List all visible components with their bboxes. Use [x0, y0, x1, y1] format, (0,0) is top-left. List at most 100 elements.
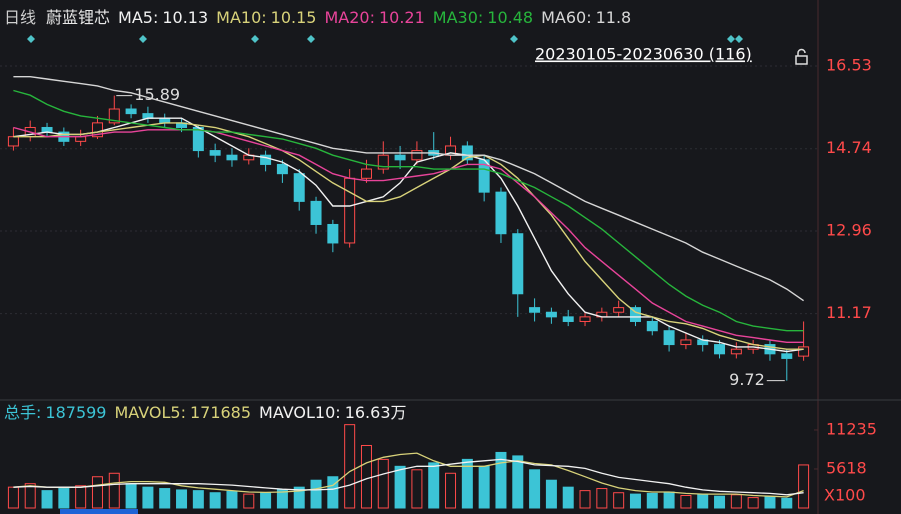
volume-bar	[142, 486, 154, 509]
volume-bar	[579, 490, 591, 509]
legend-name: MAVOL10:	[259, 403, 341, 422]
event-marker[interactable]	[139, 35, 147, 43]
legend-value: 10.48	[487, 8, 533, 27]
event-marker[interactable]	[307, 35, 315, 43]
event-marker[interactable]	[27, 35, 35, 43]
candle-body	[461, 145, 473, 161]
candle-body	[125, 108, 137, 115]
candle-body	[781, 353, 793, 359]
volume-name: 总手:	[4, 403, 41, 422]
candle-body	[75, 136, 87, 142]
candle-body	[680, 339, 692, 346]
volume-bar	[495, 451, 507, 509]
legend-value: 10.13	[162, 8, 208, 27]
candle-body	[377, 154, 389, 170]
annotation-label: 9.72	[729, 370, 765, 389]
volume-bar	[41, 490, 53, 509]
ma-line	[13, 126, 804, 343]
y-tick-label: 11.17	[826, 303, 872, 322]
volume-bar	[747, 497, 759, 509]
legend-name: MAVOL5:	[114, 403, 185, 422]
volume-bar	[445, 472, 457, 509]
volume-bar	[529, 469, 541, 509]
mavol-line	[13, 458, 804, 496]
candle-body	[293, 173, 305, 202]
event-marker[interactable]	[510, 35, 518, 43]
candle-body	[159, 117, 171, 124]
volume-bar	[680, 494, 692, 509]
y-tick-label: 12.96	[826, 220, 872, 239]
candle-body	[394, 154, 406, 161]
legend-value: 11.8	[596, 8, 632, 27]
candle-body	[310, 200, 322, 225]
volume-bar	[108, 472, 120, 509]
volume-bar	[562, 486, 574, 509]
volume-bar	[192, 490, 204, 509]
candle-body	[663, 330, 675, 346]
volume-value: 187599	[45, 403, 106, 422]
volume-bar	[781, 497, 793, 509]
volume-bar	[310, 479, 322, 509]
candle-body	[545, 311, 557, 318]
volume-bar	[293, 486, 305, 509]
stock-name: 蔚蓝锂芯	[46, 8, 110, 27]
volume-bar	[646, 492, 658, 509]
scroll-bar[interactable]	[60, 509, 138, 514]
event-markers	[27, 35, 743, 43]
candle-body	[276, 163, 288, 175]
candle-body	[579, 316, 591, 322]
legend-value: 16.63万	[345, 403, 407, 422]
candle-body	[209, 150, 221, 156]
volume-bar	[411, 469, 423, 509]
volume-bar	[764, 496, 776, 509]
volume-bar	[125, 483, 137, 509]
legend-value: 10.15	[271, 8, 317, 27]
period-label: 日线	[4, 8, 36, 27]
volume-bar	[545, 479, 557, 509]
volume-bar	[260, 492, 272, 509]
candle-body	[91, 122, 103, 138]
volume-bar	[7, 486, 19, 509]
volume-bar	[159, 488, 171, 509]
y-tick-label: 11235	[826, 419, 877, 438]
candle-body	[226, 154, 238, 161]
volume-bar	[91, 476, 103, 509]
volume-bar	[24, 483, 36, 509]
lock-icon[interactable]	[795, 48, 808, 65]
candle-body	[327, 223, 339, 244]
event-marker[interactable]	[251, 35, 259, 43]
candle-body	[344, 177, 356, 244]
volume-bar	[613, 492, 625, 509]
candle-body	[730, 348, 742, 355]
mavol-line	[13, 452, 804, 498]
unit-label: X100	[824, 486, 866, 505]
candle-body	[411, 150, 423, 161]
price-legend: 日线 蔚蓝锂芯 MA5: 10.13 MA10: 10.15 MA20: 10.21 MA30:…	[4, 8, 631, 27]
candle-body	[613, 307, 625, 313]
volume-bar	[327, 476, 339, 509]
legend-value: 171685	[190, 403, 251, 422]
volume-bar	[798, 464, 810, 509]
volume-bar	[75, 485, 87, 509]
event-marker[interactable]	[735, 35, 743, 43]
volume-bar	[629, 493, 641, 509]
volume-bar	[730, 494, 742, 509]
volume-bar	[697, 493, 709, 509]
event-marker[interactable]	[727, 35, 735, 43]
legend-name: MA60:	[541, 8, 592, 27]
candle-body	[629, 307, 641, 322]
candle-body	[798, 346, 810, 357]
volume-bar	[176, 489, 188, 509]
volume-bar	[58, 488, 70, 509]
annotation-label: 15.89	[134, 85, 180, 104]
range-label[interactable]: 20230105-20230630 (116)	[535, 45, 752, 64]
volume-bar	[226, 490, 238, 509]
volume-bar	[596, 488, 608, 509]
candle-body	[562, 316, 574, 322]
candle-body	[360, 168, 372, 179]
candle-body	[512, 233, 524, 295]
candle-body	[108, 108, 120, 124]
candle-body	[529, 307, 541, 313]
